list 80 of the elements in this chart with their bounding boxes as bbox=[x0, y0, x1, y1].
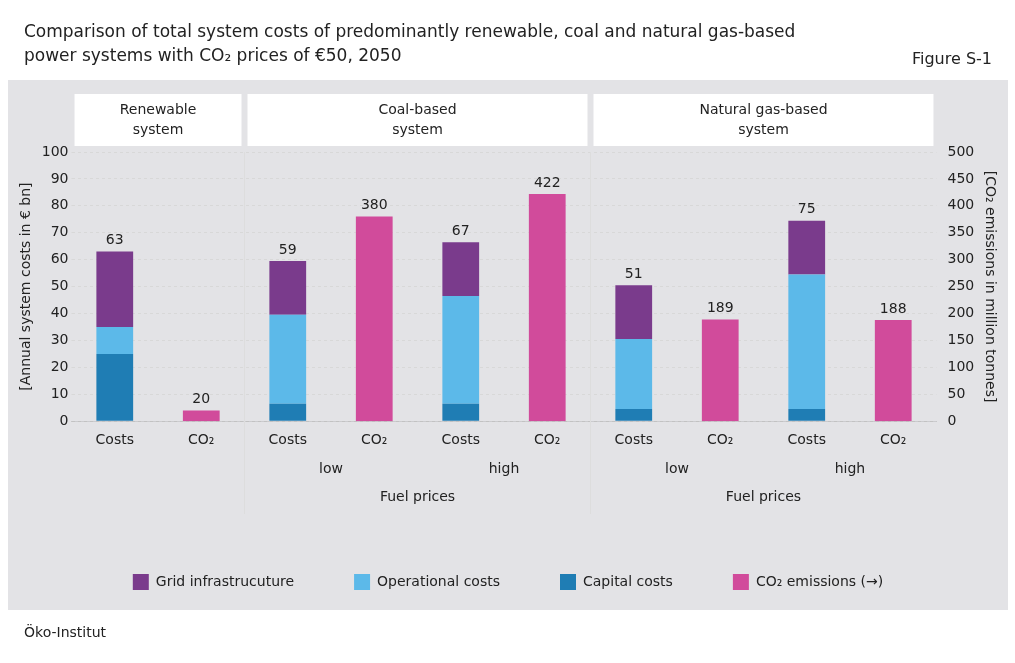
x-tick-label: Costs bbox=[441, 430, 480, 447]
y-tick-label: 80 bbox=[50, 196, 69, 213]
bar bbox=[788, 274, 826, 409]
y2-tick-label: 200 bbox=[947, 303, 975, 320]
y2-tick-label: 100 bbox=[947, 357, 975, 374]
y-tick-label: 0 bbox=[59, 411, 69, 428]
bar bbox=[96, 326, 134, 354]
text: Öko-Institut bbox=[8, 609, 1008, 654]
y-tick-label: 10 bbox=[50, 384, 69, 401]
x-tick-label: Costs bbox=[268, 430, 307, 447]
y2-tick-label: 150 bbox=[947, 330, 975, 347]
total-label: 75 bbox=[797, 199, 816, 216]
total-label: 63 bbox=[105, 230, 124, 247]
x-tick-label: CO₂ bbox=[707, 430, 734, 447]
text: high bbox=[488, 459, 520, 476]
bar bbox=[182, 410, 220, 421]
data-label: 422 bbox=[533, 173, 561, 190]
bar bbox=[442, 295, 480, 404]
text: Renewable system bbox=[119, 100, 197, 137]
x-tick-label: Costs bbox=[95, 430, 134, 447]
bar bbox=[615, 284, 653, 339]
bar bbox=[788, 220, 826, 275]
y-tick-label: 30 bbox=[50, 330, 69, 347]
legend-label: Grid infrastrucuture bbox=[155, 572, 295, 589]
bar bbox=[269, 314, 307, 404]
x-tick-label: Costs bbox=[787, 430, 826, 447]
y-tick-label: 40 bbox=[50, 303, 69, 320]
data-label: 189 bbox=[706, 298, 734, 315]
bar bbox=[355, 216, 393, 421]
x-tick-label: CO₂ bbox=[188, 430, 215, 447]
x-tick-label: Costs bbox=[614, 430, 653, 447]
y-axis-title: [Annual system costs in € bn] bbox=[17, 182, 34, 391]
y2-tick-label: 0 bbox=[947, 411, 957, 428]
bar bbox=[701, 319, 739, 421]
total-label: 59 bbox=[278, 240, 297, 257]
y2-axis-title: [CO₂ emissions in million tonnes] bbox=[982, 170, 999, 402]
bar bbox=[442, 241, 480, 296]
x-tick-label: CO₂ bbox=[880, 430, 907, 447]
text: low bbox=[665, 459, 689, 476]
legend-label: Operational costs bbox=[377, 572, 501, 589]
y-tick-label: 90 bbox=[50, 169, 69, 186]
y-tick-label: 50 bbox=[50, 276, 69, 293]
bar bbox=[269, 403, 307, 421]
data-label: 20 bbox=[192, 389, 211, 406]
y2-tick-label: 450 bbox=[947, 169, 975, 186]
total-label: 51 bbox=[624, 264, 643, 281]
y-tick-label: 70 bbox=[50, 222, 69, 239]
y2-tick-label: 50 bbox=[947, 384, 966, 401]
text: Coal-based system bbox=[378, 100, 457, 137]
bar bbox=[96, 251, 134, 327]
bar bbox=[528, 193, 566, 421]
text: Figure S-1 bbox=[911, 48, 992, 68]
y-tick-label: 100 bbox=[41, 142, 69, 159]
bar bbox=[788, 408, 826, 421]
bar bbox=[96, 353, 134, 421]
bar bbox=[269, 260, 307, 315]
y-tick-label: 60 bbox=[50, 249, 69, 266]
x-tick-label: CO₂ bbox=[361, 430, 388, 447]
total-label: 67 bbox=[451, 221, 470, 238]
data-label: 380 bbox=[360, 195, 388, 212]
bar bbox=[615, 408, 653, 421]
data-label: 188 bbox=[879, 299, 907, 316]
text: Fuel prices bbox=[379, 487, 456, 504]
bar bbox=[615, 338, 653, 409]
text: Natural gas-based system bbox=[699, 100, 828, 137]
y2-tick-label: 400 bbox=[947, 196, 975, 213]
bar bbox=[442, 403, 480, 421]
legend-label: Capital costs bbox=[583, 572, 673, 589]
y2-tick-label: 500 bbox=[947, 142, 975, 159]
legend-label: CO₂ emissions (→) bbox=[755, 572, 884, 589]
text: low bbox=[319, 459, 343, 476]
text: Fuel prices bbox=[725, 487, 802, 504]
y2-tick-label: 250 bbox=[947, 276, 975, 293]
y-tick-label: 20 bbox=[50, 357, 69, 374]
y2-tick-label: 350 bbox=[947, 222, 975, 239]
text: high bbox=[834, 459, 866, 476]
x-tick-label: CO₂ bbox=[534, 430, 561, 447]
bar bbox=[874, 319, 912, 421]
chart-title: Comparison of total system costs of predominantly renewable, coal and natural gas-based power systems with CO₂ prices of €50, 2050 bbox=[24, 20, 797, 67]
y2-tick-label: 300 bbox=[947, 249, 975, 266]
